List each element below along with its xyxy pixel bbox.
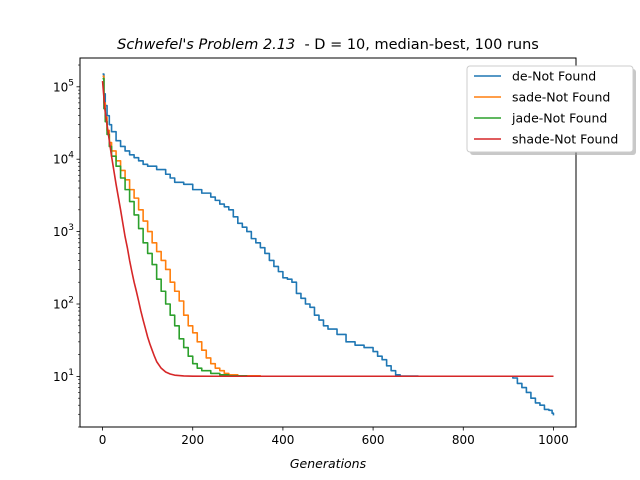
y-tick-exponent: 3 bbox=[68, 223, 74, 233]
series-line-sade bbox=[102, 75, 554, 378]
y-tick-label: 103 bbox=[53, 223, 74, 239]
series-line-shade bbox=[101, 81, 554, 378]
x-tick-label: 600 bbox=[362, 433, 385, 447]
chart-title-rest: - D = 10, median-best, 100 runs bbox=[295, 37, 539, 53]
x-tick-label: 1000 bbox=[538, 433, 569, 447]
legend-label-de: de-Not Found bbox=[512, 69, 596, 84]
plot-lines bbox=[101, 73, 555, 416]
x-tick-label: 0 bbox=[99, 433, 107, 447]
legend-label-jade: jade-Not Found bbox=[511, 111, 607, 126]
y-tick-label: 105 bbox=[53, 78, 74, 94]
x-tick-label: 800 bbox=[452, 433, 475, 447]
x-tick-label: 200 bbox=[181, 433, 204, 447]
y-tick-label: 101 bbox=[53, 368, 74, 384]
y-tick-label: 104 bbox=[53, 151, 74, 167]
y-tick-exponent: 1 bbox=[68, 368, 74, 378]
x-axis-label: Generations bbox=[290, 456, 367, 471]
chart-title: Schwefel's Problem 2.13 - D = 10, median… bbox=[117, 37, 539, 53]
y-tick-exponent: 5 bbox=[68, 78, 74, 88]
chart-title-math: Schwefel's Problem 2.13 bbox=[117, 37, 295, 53]
x-tick-label: 400 bbox=[271, 433, 294, 447]
y-tick-base: 10 bbox=[53, 370, 68, 384]
y-tick-exponent: 4 bbox=[68, 151, 74, 161]
y-tick-label: 102 bbox=[53, 296, 74, 312]
y-tick-base: 10 bbox=[53, 225, 68, 239]
x-axis-ticks: 0 200 400 600 800 1000 bbox=[99, 427, 569, 447]
y-tick-base: 10 bbox=[53, 80, 68, 94]
legend-label-sade: sade-Not Found bbox=[512, 90, 610, 105]
legend: de-Not Found sade-Not Found jade-Not Found… bbox=[466, 65, 636, 155]
y-tick-base: 10 bbox=[53, 298, 68, 312]
legend-label-shade: shade-Not Found bbox=[512, 132, 618, 147]
y-tick-exponent: 2 bbox=[68, 296, 74, 306]
axes-frame bbox=[79, 57, 577, 428]
legend-box bbox=[466, 65, 634, 153]
y-tick-base: 10 bbox=[53, 153, 68, 167]
